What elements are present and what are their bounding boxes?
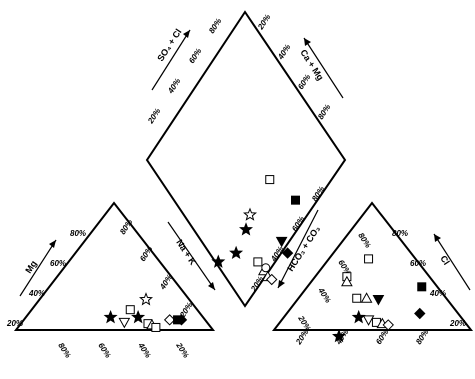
diamond-lower-right-tick: 20% xyxy=(249,275,266,294)
open-star-marker xyxy=(140,294,151,305)
filled-star-marker xyxy=(230,247,241,258)
cation-left-tick: 80% xyxy=(70,229,86,238)
cation-bottom-tick: 80% xyxy=(56,341,72,359)
tick-labels: 20% 40% 60% 80% 20% 40% 60% 80% 20% 40% … xyxy=(6,13,466,360)
anion-right-tick: 40% xyxy=(429,289,446,298)
cation-left-tick: 40% xyxy=(28,289,45,298)
axis-arrows xyxy=(20,30,470,296)
diamond-lower-right-axis-label: Na + K xyxy=(174,238,198,268)
filled-square-marker xyxy=(418,283,426,291)
open-square-marker xyxy=(266,176,274,184)
anion-right-tick: 80% xyxy=(392,229,408,238)
diamond-upper-left-tick: 20% xyxy=(146,107,163,126)
diamond-right-arrowhead xyxy=(304,38,311,46)
cation-left-arrowhead xyxy=(49,240,56,248)
filled-diamond-marker xyxy=(415,308,425,318)
diamond-lower-left-axis-label: HCO₃ + CO₃ xyxy=(285,224,322,273)
diamond-upper-right-tick: 40% xyxy=(276,43,293,62)
diamond-upper-right-tick: 60% xyxy=(296,73,312,91)
open-star-marker xyxy=(244,209,255,220)
diamond-left-axis-label: SO₄ + Cl xyxy=(155,27,183,63)
filled-star-marker xyxy=(105,311,116,322)
anion-right-tick: 20% xyxy=(449,319,466,328)
anion-right-tick: 60% xyxy=(410,259,426,268)
anion-left-tick: 40% xyxy=(316,285,333,304)
open-square-marker xyxy=(254,258,262,266)
cation-left-tick: 60% xyxy=(50,259,66,268)
cation-bottom-tick: 60% xyxy=(96,341,112,359)
cation-left-axis-label: Mg xyxy=(23,259,38,275)
diamond-lower-right-tick: 80% xyxy=(310,185,326,203)
anion-left-tick: 80% xyxy=(356,231,372,249)
diamond-upper-left-tick: 80% xyxy=(207,17,223,35)
filled-star-marker xyxy=(353,311,364,322)
data-points xyxy=(105,176,426,342)
filled-square-marker xyxy=(292,196,300,204)
open-square-marker xyxy=(365,255,373,263)
diamond-upper-left-tick: 60% xyxy=(187,47,203,65)
open-triangle-marker xyxy=(362,293,372,302)
cation-bottom-tick: 20% xyxy=(174,340,191,359)
open-down-triangle-marker xyxy=(119,318,129,327)
anion-right-arrow xyxy=(434,234,470,290)
filled-star-marker xyxy=(240,224,251,235)
diamond-lower-right-arrowhead xyxy=(208,282,215,290)
diamond-upper-right-tick: 80% xyxy=(316,103,332,121)
anion-right-arrowhead xyxy=(434,234,441,242)
cation-left-tick: 20% xyxy=(6,319,23,328)
diamond-lower-right-tick: 40% xyxy=(269,245,286,264)
diamond-left-arrowhead xyxy=(183,30,190,38)
diamond-lower-right-tick: 60% xyxy=(290,215,306,233)
anion-right-axis-label: Cl xyxy=(438,254,451,267)
open-square-marker xyxy=(126,306,134,314)
open-square-marker xyxy=(353,294,361,302)
open-circle-marker xyxy=(262,264,270,272)
diamond-upper-right-tick: 20% xyxy=(256,13,273,32)
diamond-upper-left-tick: 40% xyxy=(166,77,183,96)
cation-bottom-tick: 40% xyxy=(136,340,153,359)
open-diamond-marker xyxy=(383,320,393,330)
open-square-marker xyxy=(152,323,160,331)
filled-down-triangle-marker xyxy=(373,296,383,305)
cation-right-tick: 60% xyxy=(138,245,154,263)
